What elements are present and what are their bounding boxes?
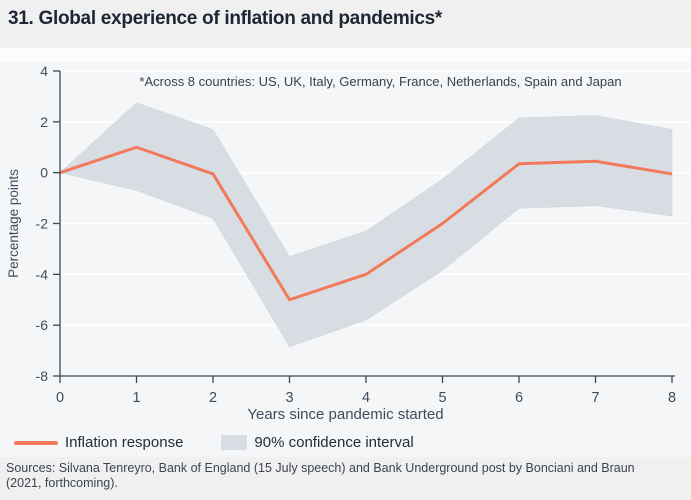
x-tick-label: 3 — [285, 390, 293, 406]
x-tick-label: 5 — [438, 390, 446, 406]
x-tick-label: 1 — [132, 390, 140, 406]
x-tick-label: 2 — [209, 390, 217, 406]
inflation-line — [59, 145, 673, 302]
legend-item-confidence-interval: 90% confidence interval — [221, 434, 414, 451]
divider-strip — [0, 48, 691, 62]
x-tick-label: 4 — [362, 390, 370, 406]
x-tick-label: 0 — [56, 390, 64, 406]
y-tick-label: -6 — [36, 317, 49, 333]
title-bar: 31. Global experience of inflation and p… — [0, 0, 691, 48]
legend-label: 90% confidence interval — [254, 434, 414, 451]
y-tick-label: 2 — [40, 114, 48, 130]
y-axis-title: Percentage points — [5, 169, 21, 278]
y-tick-label: -4 — [36, 266, 49, 282]
x-axis-title: Years since pandemic started — [247, 406, 444, 423]
chart-panel: *Across 8 countries: US, UK, Italy, Germ… — [0, 62, 691, 457]
line-swatch-icon — [14, 440, 58, 445]
confidence-band — [59, 102, 673, 348]
y-tick-label: 0 — [40, 165, 48, 181]
footnote-annotation: *Across 8 countries: US, UK, Italy, Germ… — [139, 74, 622, 89]
x-tick-label: 8 — [668, 390, 676, 406]
chart-legend: Inflation response 90% confidence interv… — [14, 434, 414, 451]
legend-label: Inflation response — [65, 434, 184, 451]
sources-text: Sources: Silvana Tenreyro, Bank of Engla… — [6, 461, 635, 491]
legend-item-inflation-response: Inflation response — [14, 434, 183, 451]
y-tick-label: -8 — [36, 368, 49, 384]
x-tick-label: 7 — [591, 390, 599, 406]
chart-plot: 4 2 0 -2 -4 -6 -8 0 1 2 3 4 5 6 7 8 — [36, 63, 691, 406]
page-title: 31. Global experience of inflation and p… — [8, 8, 443, 29]
x-tick-label: 6 — [515, 390, 523, 406]
y-tick-label: 4 — [40, 63, 48, 79]
y-tick-label: -2 — [36, 216, 49, 232]
band-swatch-icon — [221, 435, 248, 450]
